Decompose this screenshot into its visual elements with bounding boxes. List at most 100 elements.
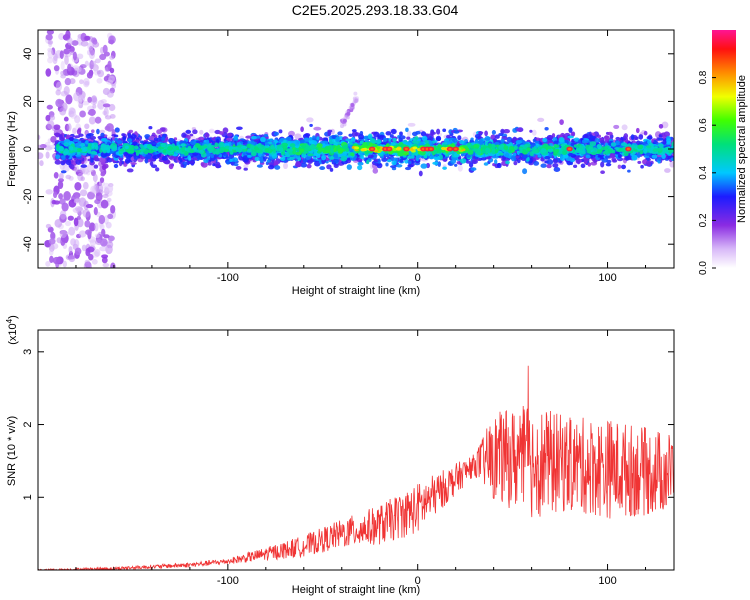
spectrogram-cell xyxy=(283,162,288,170)
spectrogram-cell xyxy=(392,137,397,142)
spectrogram-cell xyxy=(53,200,61,205)
spectrogram-cell xyxy=(88,116,96,125)
spectrogram-cell xyxy=(91,259,98,265)
spectrogram-cell xyxy=(87,42,94,51)
spectrogram-cell xyxy=(406,130,412,137)
spectrogram-cell xyxy=(99,53,107,61)
spectrogram-cell xyxy=(600,139,605,144)
spectrogram-cell xyxy=(367,154,374,159)
spectrogram-cell xyxy=(96,70,101,75)
spectrogram-cell xyxy=(327,130,332,137)
spectrogram-cell xyxy=(116,140,123,145)
spectrogram-cell xyxy=(87,132,94,137)
spectrogram-cell xyxy=(49,249,54,256)
spectrogram-cell xyxy=(91,129,95,134)
spectrogram-cell xyxy=(546,159,554,165)
spectrogram-cell xyxy=(333,153,339,159)
spectrogram-cell xyxy=(552,158,558,164)
spectrogram-cell xyxy=(480,156,487,161)
spectrogram-cell xyxy=(168,163,174,170)
spectrogram-cell xyxy=(514,155,520,159)
spectrogram-cell xyxy=(59,209,67,220)
spectrogram-cell xyxy=(468,162,474,168)
spectrogram-cell xyxy=(124,158,131,164)
spectrogram-cell xyxy=(94,222,99,232)
spectrogram-cell xyxy=(484,130,488,137)
spectrogram-cell xyxy=(109,55,115,60)
spectrogram-cell xyxy=(627,169,631,173)
spectrogram-cell xyxy=(53,171,59,179)
spectrogram-cell xyxy=(399,158,404,163)
spectrogram-cell xyxy=(605,162,612,167)
spectrogram-cell xyxy=(85,229,92,236)
spectrogram-cell xyxy=(398,135,406,140)
spectrogram-cell xyxy=(430,129,435,136)
spectrogram-cell xyxy=(47,40,54,45)
spectrogram-cell xyxy=(211,137,216,141)
spectrogram-cell xyxy=(580,163,586,169)
spectrogram-cell xyxy=(256,135,261,139)
spectrogram-cell xyxy=(85,248,91,257)
spectrogram-cell xyxy=(661,153,666,159)
spectrogram-cell xyxy=(111,83,117,89)
spectrogram-cell xyxy=(615,151,620,155)
spectrogram-cell xyxy=(575,158,581,164)
spectrogram-cell xyxy=(46,30,54,35)
spectrogram-cell xyxy=(50,231,56,241)
spectrogram-cell xyxy=(326,164,332,170)
spectrogram-cell xyxy=(47,57,54,64)
spectrogram-cell xyxy=(350,152,355,156)
spectrogram-cell xyxy=(300,126,304,133)
spectrogram-cell xyxy=(235,165,242,170)
spectrogram-cell xyxy=(51,243,59,250)
spectrogram-cell xyxy=(90,150,97,155)
spectrogram-cell xyxy=(78,197,87,207)
spectrogram-cell xyxy=(106,90,114,98)
spectrogram-cell xyxy=(86,71,93,79)
spectrogram-cell xyxy=(132,141,138,147)
spectrogram-cell xyxy=(278,129,283,134)
spectrogram-cell xyxy=(432,161,439,165)
spectrogram-cell xyxy=(122,135,126,141)
spectrogram-cell xyxy=(73,239,80,249)
spectrogram-cell xyxy=(153,137,159,142)
spectrogram-cell xyxy=(640,164,644,169)
spectrogram-cell xyxy=(93,157,100,161)
spectrogram-cell xyxy=(283,139,287,144)
spectrogram-cell xyxy=(38,144,44,150)
spectrogram-cell xyxy=(553,167,561,172)
spectrogram-cell xyxy=(99,129,106,134)
spectrogram-cell xyxy=(505,160,510,165)
spectrogram-cell xyxy=(309,123,313,127)
spectrogram-cell xyxy=(460,158,467,164)
spectrogram-cell xyxy=(38,152,44,160)
spectrogram-cell xyxy=(85,140,89,145)
spectrogram-cell xyxy=(207,161,212,166)
spectrogram-cell xyxy=(68,254,76,263)
spectrogram-cell xyxy=(395,164,403,168)
spectrogram-cell xyxy=(454,163,458,167)
spectrogram-cell xyxy=(411,140,418,144)
spectrogram-cell xyxy=(79,79,84,85)
spectrogram-cell xyxy=(72,51,78,61)
spectrogram-cell xyxy=(93,206,98,216)
spectrogram-cell xyxy=(161,155,169,161)
spectrogram-cell xyxy=(372,168,379,174)
spectrogram-cell xyxy=(345,138,351,142)
spectrogram-cell xyxy=(102,103,111,108)
spectrogram-cell xyxy=(73,217,79,227)
spectrogram-cell xyxy=(474,156,479,160)
spectrogram-cell xyxy=(45,151,50,159)
spectrogram-cell xyxy=(229,158,233,163)
spectrogram-cell xyxy=(102,194,109,199)
spectrogram-cell xyxy=(50,115,56,121)
spectrogram-cell xyxy=(516,128,521,132)
spectrogram-cell xyxy=(319,166,326,171)
spectrogram-cell xyxy=(65,159,72,166)
spectrogram-cell xyxy=(152,155,159,160)
spectrogram-cell xyxy=(77,66,82,73)
spectrogram-cell xyxy=(406,155,413,159)
spectrogram-cell xyxy=(108,39,115,45)
spectrogram-cell xyxy=(88,49,96,60)
spectrogram-cell xyxy=(457,164,463,172)
